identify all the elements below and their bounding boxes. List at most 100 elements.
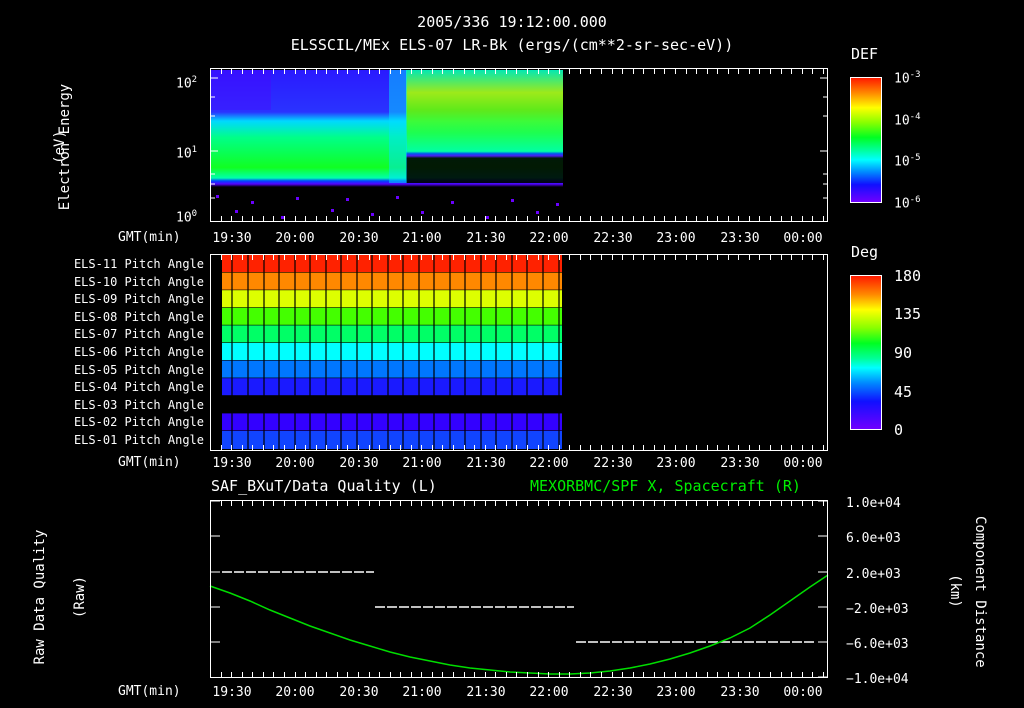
time-minor-tick [727, 672, 729, 678]
time-minor-tick [727, 254, 729, 260]
right-axis-unit: (km) [947, 574, 963, 608]
time-minor-tick [389, 445, 391, 451]
time-minor-tick [748, 254, 750, 260]
time-tick: 21:00 [402, 456, 442, 471]
time-minor-tick [590, 216, 592, 222]
time-minor-tick [611, 68, 613, 74]
time-minor-tick [632, 254, 634, 260]
time-minor-tick [717, 216, 719, 222]
time-minor-tick [738, 445, 740, 451]
time-minor-tick [252, 672, 254, 678]
time-minor-tick [421, 672, 423, 678]
time-minor-tick [643, 254, 645, 260]
time-minor-tick [611, 254, 613, 260]
time-minor-tick [220, 68, 222, 74]
time-minor-tick [294, 68, 296, 74]
time-tick: 21:30 [466, 231, 506, 246]
time-minor-tick [252, 500, 254, 506]
time-minor-tick [748, 672, 750, 678]
time-minor-tick [495, 500, 497, 506]
time-minor-tick [210, 445, 211, 451]
time-minor-tick [431, 254, 433, 260]
time-tick: 20:00 [275, 456, 315, 471]
time-minor-tick [548, 500, 550, 506]
time-minor-tick [611, 445, 613, 451]
time-minor-tick [357, 500, 359, 506]
time-minor-tick [241, 672, 243, 678]
time-minor-tick [685, 216, 687, 222]
time-minor-tick [558, 68, 560, 74]
time-minor-tick [759, 500, 761, 506]
time-minor-tick [368, 254, 370, 260]
time-minor-tick [220, 254, 222, 260]
time-minor-tick [822, 672, 824, 678]
energy-tick-1: 100 [176, 209, 198, 226]
line-plot-frame [210, 500, 828, 678]
time-minor-tick [590, 500, 592, 506]
time-minor-tick [569, 68, 571, 74]
time-minor-tick [474, 445, 476, 451]
time-minor-tick [336, 672, 338, 678]
time-minor-tick [717, 68, 719, 74]
time-tick: 23:00 [656, 456, 696, 471]
time-minor-tick [484, 216, 486, 222]
time-minor-tick [252, 216, 254, 222]
time-minor-tick [231, 68, 233, 74]
time-minor-tick [305, 445, 307, 451]
def-tick-1e-3: 10-3 [894, 70, 921, 87]
time-minor-tick [273, 672, 275, 678]
spacecraft-x-series [209, 574, 829, 675]
time-minor-tick [643, 216, 645, 222]
time-minor-tick [780, 216, 782, 222]
deg-colorbar-title: Deg [851, 243, 879, 261]
time-tick: 23:30 [720, 456, 760, 471]
time-minor-tick [241, 216, 243, 222]
time-minor-tick [706, 68, 708, 74]
time-minor-tick [347, 500, 349, 506]
time-minor-tick [505, 216, 507, 222]
time-minor-tick [252, 445, 254, 451]
time-minor-tick [791, 216, 793, 222]
time-minor-tick [305, 500, 307, 506]
row-label: ELS-07 Pitch Angle [73, 327, 204, 342]
time-minor-tick [590, 445, 592, 451]
time-minor-tick [505, 68, 507, 74]
distance-tick-neg6e3: −6.0e+03 [846, 637, 909, 652]
row-label: ELS-11 Pitch Angle [73, 257, 204, 271]
time-minor-tick [759, 445, 761, 451]
time-minor-tick [727, 500, 729, 506]
time-minor-tick [558, 672, 560, 678]
time-minor-tick [336, 445, 338, 451]
time-minor-tick [252, 254, 254, 260]
time-minor-tick [759, 672, 761, 678]
time-minor-tick [505, 500, 507, 506]
plot-datetime: 2005/336 19:12:00.000 [417, 13, 607, 31]
plot-subtitle: ELSSCIL/MEx ELS-07 LR-Bk (ergs/(cm**2-sr… [290, 36, 734, 54]
time-tick: 20:30 [339, 685, 379, 700]
time-minor-tick [685, 445, 687, 451]
time-minor-tick [421, 500, 423, 506]
time-minor-tick [294, 672, 296, 678]
time-tick: 20:30 [339, 456, 379, 471]
distance-tick-neg2e3: −2.0e+03 [846, 602, 909, 617]
time-minor-tick [474, 672, 476, 678]
time-minor-tick [431, 216, 433, 222]
time-minor-tick [527, 445, 528, 451]
time-minor-tick [400, 445, 402, 451]
time-tick: 23:00 [656, 685, 696, 700]
time-minor-tick [389, 672, 391, 678]
time-tick: 22:30 [593, 685, 633, 700]
time-minor-tick [410, 500, 412, 506]
time-minor-tick [463, 254, 465, 260]
time-minor-tick [801, 68, 803, 74]
deg-tick-0: 0 [894, 421, 904, 439]
time-minor-tick [453, 445, 455, 451]
time-minor-tick [622, 254, 624, 260]
time-minor-tick [770, 254, 772, 260]
time-minor-tick [791, 68, 793, 74]
time-minor-tick [495, 216, 497, 222]
time-minor-tick [442, 68, 444, 74]
deg-tick-90: 90 [894, 344, 913, 362]
time-minor-tick [379, 254, 381, 260]
deg-colorbar [850, 275, 882, 430]
